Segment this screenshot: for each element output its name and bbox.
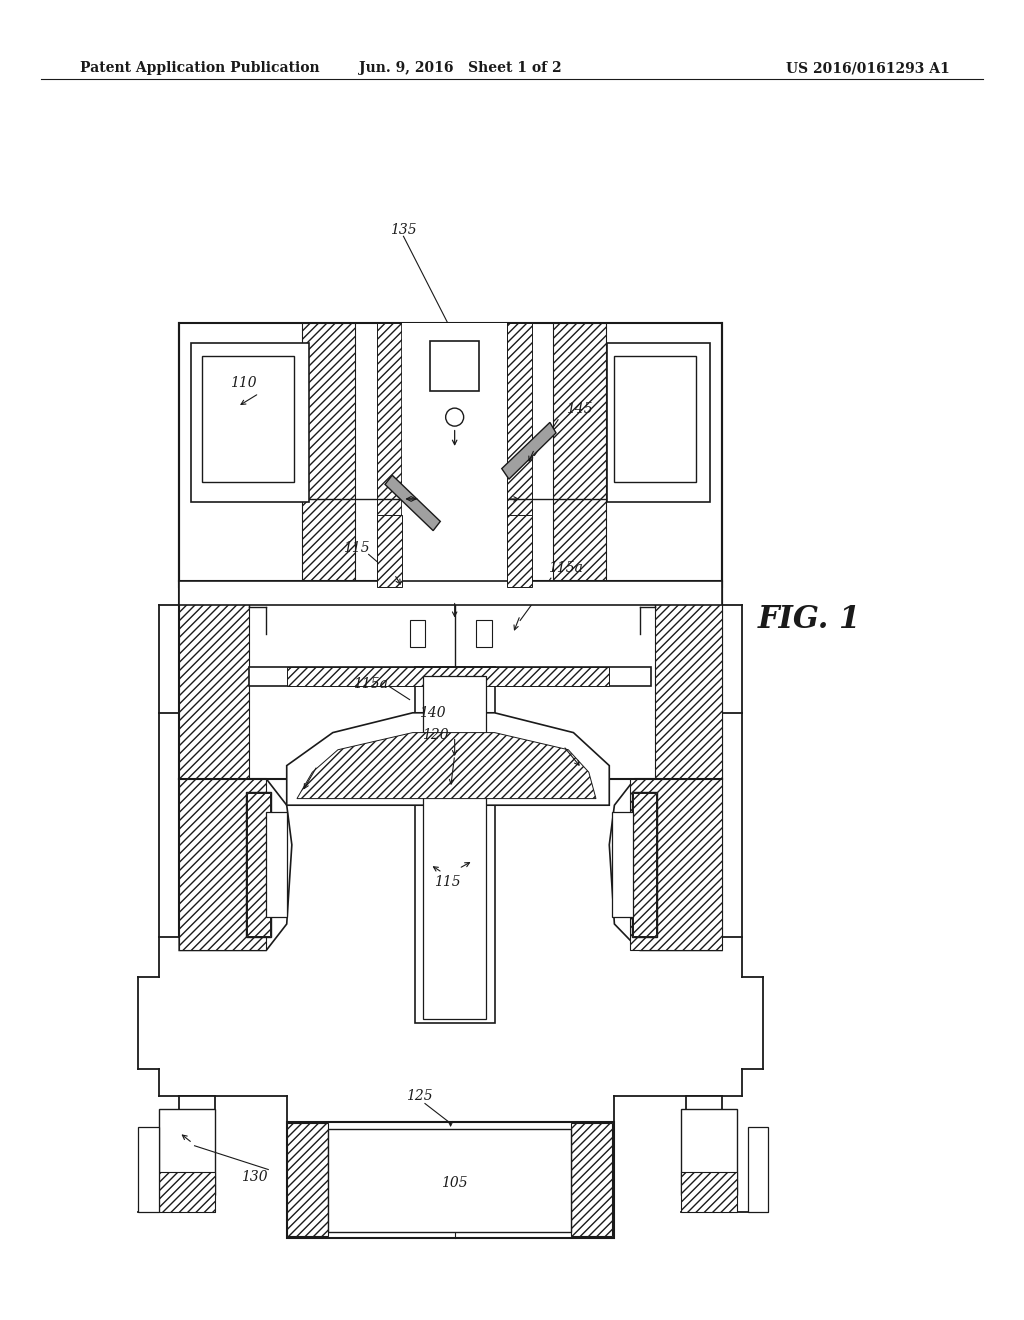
Text: 135: 135 bbox=[390, 223, 417, 236]
Text: 110: 110 bbox=[230, 376, 257, 389]
Bar bbox=[655, 581, 722, 779]
Bar bbox=[476, 620, 492, 647]
Bar bbox=[179, 323, 722, 587]
Text: FIG. 1: FIG. 1 bbox=[758, 605, 861, 635]
Bar bbox=[410, 620, 425, 647]
Text: 115a: 115a bbox=[548, 561, 583, 574]
Text: 105: 105 bbox=[441, 1176, 468, 1189]
Bar bbox=[179, 581, 722, 605]
Text: 115: 115 bbox=[343, 541, 370, 554]
Bar bbox=[287, 667, 609, 686]
Bar bbox=[614, 356, 696, 482]
Bar bbox=[328, 1129, 571, 1232]
Bar bbox=[607, 343, 710, 502]
Bar bbox=[681, 1172, 737, 1212]
Text: 130: 130 bbox=[241, 1171, 267, 1184]
Polygon shape bbox=[287, 713, 609, 805]
Bar bbox=[402, 323, 507, 587]
Polygon shape bbox=[609, 779, 722, 950]
Bar bbox=[430, 341, 479, 391]
Polygon shape bbox=[385, 475, 440, 531]
Bar bbox=[179, 581, 249, 779]
Bar bbox=[179, 779, 266, 950]
Polygon shape bbox=[502, 422, 556, 479]
Bar bbox=[246, 792, 271, 937]
Bar bbox=[377, 323, 402, 587]
Text: 120: 120 bbox=[422, 729, 449, 742]
Bar bbox=[159, 1172, 215, 1212]
Text: 125: 125 bbox=[407, 1089, 433, 1102]
Bar bbox=[632, 792, 657, 937]
Bar bbox=[179, 1096, 215, 1212]
Bar bbox=[202, 356, 294, 482]
Text: Patent Application Publication: Patent Application Publication bbox=[80, 61, 319, 75]
Bar bbox=[159, 1109, 215, 1195]
Bar bbox=[287, 1122, 614, 1238]
Bar bbox=[571, 1123, 612, 1236]
Polygon shape bbox=[179, 779, 292, 950]
Text: US 2016/0161293 A1: US 2016/0161293 A1 bbox=[786, 61, 950, 75]
Bar bbox=[423, 676, 486, 1019]
Bar bbox=[191, 343, 309, 502]
Bar bbox=[681, 1109, 737, 1195]
Bar bbox=[249, 667, 651, 686]
Bar bbox=[553, 323, 606, 587]
Bar bbox=[287, 1123, 328, 1236]
Bar bbox=[302, 323, 355, 587]
Bar bbox=[748, 1127, 768, 1212]
Text: Jun. 9, 2016   Sheet 1 of 2: Jun. 9, 2016 Sheet 1 of 2 bbox=[358, 61, 561, 75]
Bar bbox=[612, 812, 633, 917]
Text: 145: 145 bbox=[566, 403, 593, 416]
Bar bbox=[377, 515, 402, 587]
Bar bbox=[633, 793, 656, 936]
Circle shape bbox=[445, 408, 464, 426]
Bar bbox=[507, 323, 532, 587]
Bar bbox=[507, 515, 532, 587]
Bar bbox=[415, 667, 495, 1023]
Bar bbox=[686, 1096, 722, 1212]
Text: 115: 115 bbox=[434, 875, 461, 888]
Text: 115a: 115a bbox=[353, 677, 388, 690]
Bar bbox=[266, 812, 287, 917]
Text: 140: 140 bbox=[419, 706, 445, 719]
Bar bbox=[630, 779, 722, 950]
Polygon shape bbox=[297, 733, 596, 799]
Bar bbox=[247, 793, 270, 936]
Bar bbox=[138, 1127, 159, 1212]
